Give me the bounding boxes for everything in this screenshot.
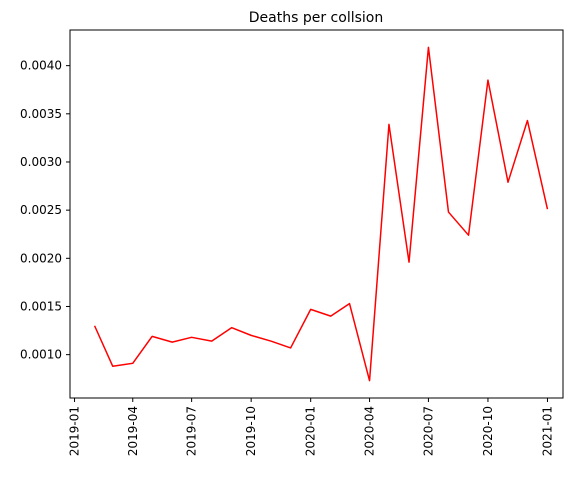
plot-frame [69, 29, 564, 399]
y-tick-label: 0.0030 [20, 155, 62, 169]
x-axis: 2019-01 2019-04 2019-07 2019-10 2020-01 2020-… [68, 398, 554, 456]
y-tick-label: 0.0025 [20, 203, 62, 217]
y-axis: 0.0010 0.0015 0.0020 0.0025 0.0030 0.0035 0.00… [20, 59, 70, 362]
x-tick-label: 2020-04 [363, 406, 377, 456]
x-tick-label: 2020-01 [304, 406, 318, 456]
series-line [93, 46, 549, 382]
x-tick-label: 2020-07 [421, 406, 435, 456]
y-tick-label: 0.0035 [20, 107, 62, 121]
y-tick-label: 0.0015 [20, 299, 62, 313]
x-tick-label: 2019-10 [244, 406, 258, 456]
x-tick-label: 2019-01 [68, 406, 82, 456]
chart-title: Deaths per collsion [249, 10, 383, 26]
x-tick-label: 2021-01 [540, 406, 554, 456]
x-tick-label: 2019-04 [126, 406, 140, 456]
y-tick-label: 0.0040 [20, 59, 62, 73]
y-tick-label: 0.0010 [20, 348, 62, 362]
series-layer [93, 46, 549, 382]
x-tick-label: 2019-07 [185, 406, 199, 456]
x-tick-label: 2020-10 [481, 406, 495, 456]
y-tick-label: 0.0020 [20, 251, 62, 265]
